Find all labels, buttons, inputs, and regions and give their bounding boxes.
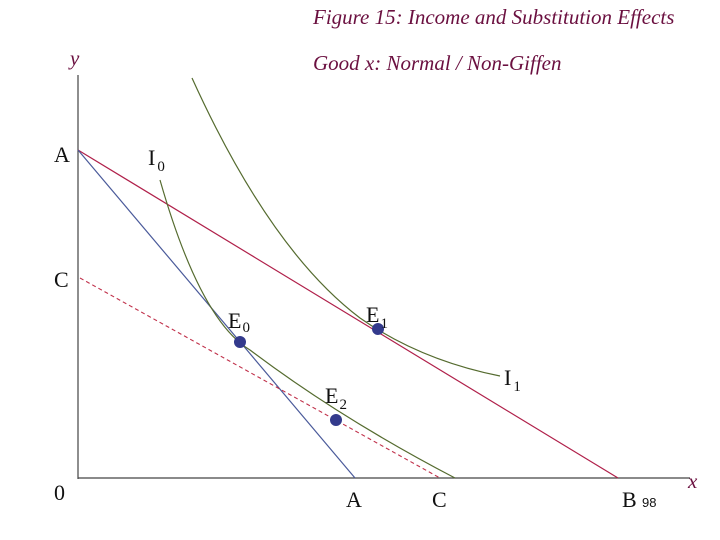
point-subscript: 0 — [242, 320, 250, 336]
point-subscript: 1 — [380, 316, 388, 332]
point-e1 — [372, 323, 384, 335]
curve-subscript: 0 — [157, 159, 165, 175]
origin-label: 0 — [54, 480, 65, 505]
curve-subscript: 1 — [513, 379, 521, 395]
intercept-label: A — [54, 142, 70, 167]
y-axis-label: y — [68, 46, 80, 70]
intercept-label: A — [346, 487, 362, 512]
budget-line-aa — [77, 149, 356, 479]
point-label: E0 — [228, 308, 250, 336]
curve-letter: I — [148, 145, 155, 170]
point-subscript: 2 — [339, 397, 347, 413]
intercept-label: C — [54, 267, 69, 292]
budget-line-cc — [79, 277, 441, 479]
point-e2 — [330, 414, 342, 426]
indifference-curve-1 — [191, 77, 501, 377]
subtitle: Good x: Normal / Non-Giffen — [313, 51, 561, 75]
point-letter: E — [228, 308, 241, 333]
point-letter: E — [325, 383, 338, 408]
point-letter: E — [366, 302, 379, 327]
title: Figure 15: Income and Substitution Effec… — [312, 5, 674, 29]
x-axis-label: x — [687, 469, 698, 493]
page-number: 98 — [642, 495, 656, 510]
curve-letter: I — [504, 365, 511, 390]
intercept-label: B — [622, 487, 637, 512]
indifference-curve-0 — [159, 179, 456, 479]
point-e0 — [234, 336, 246, 348]
budget-line-ab — [77, 149, 619, 479]
intercept-label: C — [432, 487, 447, 512]
point-label: E1 — [366, 302, 388, 332]
point-label: E2 — [325, 383, 347, 413]
